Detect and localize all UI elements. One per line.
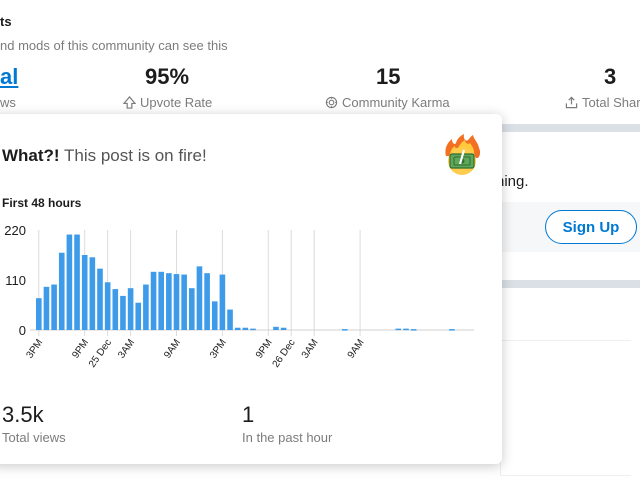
stat-views-label: ws: [0, 95, 16, 110]
total-views-value: 3.5k: [2, 402, 44, 427]
chart-bar[interactable]: [51, 284, 57, 330]
x-tick-label: 25 Dec: [87, 337, 114, 369]
past-hour-value: 1: [242, 402, 255, 427]
chart-bar[interactable]: [74, 234, 80, 330]
chart-bar[interactable]: [395, 328, 402, 331]
stat-shares-value: 3: [604, 64, 617, 89]
chart-bar[interactable]: [120, 295, 126, 330]
chart-bar[interactable]: [36, 298, 42, 330]
chart-bar[interactable]: [181, 274, 187, 330]
y-tick-label: 110: [5, 273, 26, 288]
karma-icon: [325, 96, 338, 109]
chart-bar[interactable]: [58, 252, 65, 330]
chart-bar[interactable]: [135, 302, 142, 330]
chart-bar[interactable]: [280, 327, 287, 330]
background-text: hing.: [496, 173, 529, 190]
chart-bar[interactable]: [342, 329, 348, 331]
divider-band: [500, 124, 640, 132]
chart-bar[interactable]: [166, 273, 172, 330]
stat-upvote-value: 95%: [145, 64, 190, 89]
y-tick-label: 0: [19, 323, 26, 338]
x-tick-label: 3AM: [116, 337, 137, 360]
x-tick-label: 9AM: [346, 337, 367, 360]
chart-bar[interactable]: [112, 289, 119, 330]
chart-bar[interactable]: [143, 284, 149, 330]
background-card: [500, 340, 631, 476]
chart-bar[interactable]: [66, 234, 73, 330]
x-tick-label: 3PM: [24, 337, 45, 360]
x-tick-label: 9PM: [70, 337, 91, 360]
stat-upvote-label: Upvote Rate: [123, 95, 212, 110]
divider-band-2: [500, 280, 640, 288]
chart-bar[interactable]: [104, 282, 111, 330]
chart-bar[interactable]: [81, 255, 88, 330]
chart-bar[interactable]: [127, 288, 134, 330]
total-views-label: Total views: [2, 430, 66, 445]
chart-bar[interactable]: [403, 328, 409, 331]
stat-karma-value: 15: [376, 64, 401, 89]
chart-bar[interactable]: [410, 329, 417, 331]
page-subtitle: nd mods of this community can see this: [0, 38, 228, 53]
x-tick-label: 26 Dec: [271, 337, 298, 369]
chart-bar[interactable]: [89, 257, 96, 330]
chart-bar[interactable]: [273, 326, 279, 330]
chart-bar[interactable]: [250, 328, 256, 331]
on-fire-money-emoji-icon: [440, 134, 484, 176]
share-icon: [565, 96, 578, 109]
past-hour-label: In the past hour: [242, 430, 333, 445]
post-on-fire-popup: What?! This post is on fire! First 48 ho…: [0, 114, 502, 464]
x-tick-label: 3PM: [208, 337, 229, 360]
chart-bar[interactable]: [227, 309, 233, 330]
chart-bar[interactable]: [150, 271, 157, 330]
chart-bar[interactable]: [97, 268, 103, 330]
chart-bar[interactable]: [196, 266, 203, 330]
chart-bar[interactable]: [173, 274, 180, 330]
x-tick-label: 9PM: [254, 337, 275, 360]
popup-title: What?! This post is on fire!: [2, 146, 207, 165]
x-tick-label: 3AM: [300, 337, 321, 360]
chart-bar[interactable]: [234, 327, 241, 330]
y-tick-label: 220: [4, 223, 26, 238]
stat-shares-label: Total Shar: [565, 95, 640, 110]
sign-up-button[interactable]: Sign Up: [545, 210, 637, 244]
chart-bar[interactable]: [158, 271, 164, 330]
chart-bar[interactable]: [211, 301, 218, 330]
chart-bar[interactable]: [219, 274, 226, 330]
stat-karma-label: Community Karma: [325, 95, 450, 110]
chart-bar[interactable]: [204, 273, 210, 330]
chart-heading: First 48 hours: [2, 196, 82, 210]
upvote-icon: [123, 96, 136, 109]
page-title: ts: [0, 14, 12, 29]
chart-bar[interactable]: [43, 286, 50, 330]
chart-bar[interactable]: [449, 329, 455, 331]
chart-bar[interactable]: [189, 288, 195, 330]
chart-bar[interactable]: [242, 327, 249, 330]
stat-views-value[interactable]: al: [0, 64, 19, 89]
x-tick-label: 9AM: [162, 337, 183, 360]
